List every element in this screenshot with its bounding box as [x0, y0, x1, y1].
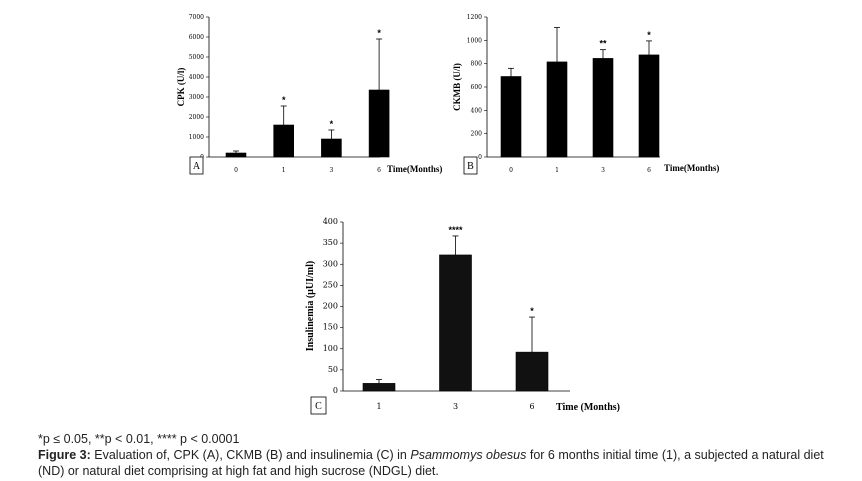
x-axis-label: Time(Months)	[387, 164, 442, 174]
significance-marker: *	[530, 306, 534, 316]
bar	[439, 254, 472, 392]
y-tick-label: 300	[323, 259, 338, 268]
bar	[273, 124, 295, 158]
y-tick-label: 600	[471, 84, 483, 91]
y-tick-label: 3000	[189, 94, 204, 101]
figure-charts: 010002000300040005000600070000*1*3*6CPK …	[176, 14, 719, 415]
bar	[515, 351, 549, 392]
x-tick-label: 3	[601, 167, 605, 174]
figure-label: Figure 3:	[38, 448, 91, 462]
x-tick-label: 0	[234, 167, 238, 174]
chart-panel-b: 0 200 400 600 800 1000 1200 0 1 ** 3 * 6 CKMB (U/l) Ti…	[452, 14, 719, 175]
bar	[321, 138, 342, 158]
caption-species: Psammomys obesus	[410, 448, 527, 462]
panel-label: A	[193, 161, 201, 172]
x-tick-label: 6	[529, 402, 534, 411]
y-tick-label: 0	[478, 154, 482, 161]
y-tick-label: 400	[323, 217, 338, 226]
bar	[638, 54, 660, 158]
panel-label-box	[463, 156, 478, 175]
y-tick-label: 1000	[467, 37, 482, 44]
y-tick-label: 250	[323, 280, 338, 289]
y-tick-label: 350	[323, 238, 338, 247]
bar	[500, 76, 522, 158]
y-tick-label: 2000	[189, 114, 204, 121]
figure-caption: Figure 3: Evaluation of, CPK (A), CKMB (…	[38, 447, 853, 479]
x-tick-label: 6	[377, 167, 381, 174]
caption-text-a: Evaluation of, CPK (A), CKMB (B) and ins…	[90, 448, 411, 462]
x-tick-label: 1	[555, 167, 559, 174]
x-tick-label: 3	[453, 402, 458, 411]
y-tick-label: 1200	[467, 14, 482, 21]
panel-label: B	[467, 161, 474, 172]
y-tick-label: 200	[323, 302, 338, 311]
y-tick-label: 0	[333, 386, 338, 395]
significance-note: *p ≤ 0.05, **p < 0.01, **** p < 0.0001	[38, 432, 240, 446]
panel-label-box	[310, 396, 327, 415]
chart-panel-c: 0 50 100 150 200 250 300 350 400 1 **** 3 * 6 Insuline…	[305, 217, 620, 415]
y-axis-label: CPK (U/l)	[176, 68, 186, 107]
bar	[368, 89, 390, 158]
bar	[362, 383, 396, 392]
significance-marker: *	[377, 28, 381, 38]
y-axis-label: CKMB (U/l)	[452, 63, 462, 111]
y-tick-label: 200	[471, 131, 483, 138]
panel-label: C	[315, 401, 322, 412]
x-tick-label: 1	[376, 402, 381, 411]
y-tick-label: 6000	[189, 34, 204, 41]
significance-marker: ****	[448, 225, 463, 235]
y-tick-label: 1000	[189, 134, 204, 141]
y-tick-label: 400	[471, 107, 483, 114]
x-tick-label: 0	[509, 167, 513, 174]
x-tick-label: 1	[282, 167, 286, 174]
bar	[546, 61, 568, 158]
significance-marker: **	[599, 39, 607, 49]
y-tick-label: 800	[471, 61, 483, 68]
y-tick-label: 4000	[189, 74, 204, 81]
significance-marker: *	[330, 119, 334, 129]
x-axis-label: Time(Months)	[664, 163, 719, 173]
x-axis-label: Time (Months)	[556, 402, 620, 413]
y-axis-label: Insulinemia (µUI/ml)	[305, 261, 316, 352]
chart-panel-a: 010002000300040005000600070000*1*3*6CPK …	[176, 14, 442, 175]
bar	[225, 152, 247, 158]
y-tick-label: 50	[328, 365, 338, 374]
x-tick-label: 6	[647, 167, 651, 174]
x-tick-label: 3	[329, 167, 333, 174]
panel-label-box	[189, 156, 204, 175]
y-tick-label: 5000	[189, 54, 204, 61]
y-tick-label: 7000	[189, 14, 204, 21]
significance-marker: *	[282, 95, 286, 105]
bar	[592, 58, 614, 158]
significance-marker: *	[647, 30, 651, 40]
y-tick-label: 100	[323, 344, 338, 353]
y-tick-label: 150	[323, 323, 338, 332]
caption-text-b: for 6 months initial time (1), a subject…	[38, 448, 824, 478]
